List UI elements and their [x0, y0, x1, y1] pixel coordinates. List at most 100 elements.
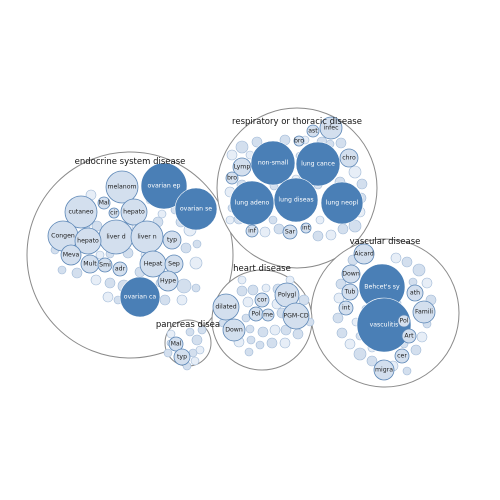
filler-bubble	[176, 294, 188, 306]
bubble-label: Down	[342, 271, 360, 278]
bubble-respiratory[interactable]	[295, 141, 341, 187]
bubble-label: ovarian ca	[124, 294, 157, 301]
bubble-label: cor	[257, 297, 267, 304]
bubble-endocrine[interactable]	[105, 170, 139, 204]
filler-bubble	[242, 296, 254, 308]
bubble-respiratory[interactable]	[273, 177, 319, 223]
bubble-label: Pol	[251, 311, 260, 318]
filler-bubble	[312, 230, 324, 242]
filler-bubble	[251, 136, 263, 148]
bubble-label: Art	[404, 333, 414, 340]
filler-bubble	[157, 209, 167, 219]
filler-bubble	[225, 215, 235, 225]
group-label-heart: heart disease	[233, 264, 291, 274]
bubble-vascular[interactable]	[373, 359, 395, 381]
bubble-respiratory[interactable]	[306, 124, 320, 138]
bubble-heart[interactable]	[212, 293, 240, 321]
bubble-respiratory[interactable]	[300, 222, 312, 234]
bubble-label: chro	[342, 155, 356, 162]
bubble-label: Mal	[99, 200, 110, 207]
bubble-endocrine[interactable]	[157, 270, 179, 292]
bubble-label: int	[302, 225, 311, 232]
bubble-endocrine[interactable]	[162, 230, 182, 250]
bubble-vascular[interactable]	[338, 300, 354, 316]
bubble-label: adr	[115, 266, 126, 273]
filler-bubble	[244, 347, 254, 357]
filler-bubble	[226, 149, 238, 161]
bubble-endocrine[interactable]	[97, 257, 113, 273]
filler-bubble	[333, 292, 345, 304]
group-labels-layer: endocrine system disease respiratory or t…	[75, 117, 421, 330]
bubble-endocrine[interactable]	[108, 207, 120, 219]
bubble-pancreas[interactable]	[173, 348, 191, 366]
bubble-endocrine[interactable]	[74, 227, 102, 255]
filler-bubble	[325, 229, 337, 241]
bubble-respiratory[interactable]	[319, 116, 343, 140]
filler-bubble	[298, 294, 310, 306]
bubble-respiratory[interactable]	[225, 171, 239, 185]
bubble-respiratory[interactable]	[293, 135, 305, 147]
bubble-label: int	[342, 305, 351, 312]
bubble-label: cir	[110, 210, 118, 217]
filler-bubble	[416, 331, 428, 343]
filler-bubble	[104, 277, 116, 289]
filler-bubble	[191, 283, 201, 293]
bubble-endocrine[interactable]	[112, 261, 128, 277]
bubble-label: typ	[177, 354, 187, 361]
filler-bubble	[95, 250, 105, 260]
bubble-heart[interactable]	[254, 292, 270, 308]
bubble-vascular[interactable]	[406, 284, 424, 302]
filler-bubble	[90, 274, 102, 286]
filler-bubble	[163, 348, 173, 358]
bubble-label: Meva	[63, 252, 80, 259]
filler-bubble	[353, 347, 367, 361]
bubble-label: Famili	[415, 309, 433, 316]
bubble-vascular[interactable]	[341, 283, 359, 301]
bubble-label: hepato	[77, 238, 99, 245]
filler-bubble	[237, 275, 247, 285]
bubble-endocrine[interactable]	[119, 276, 161, 318]
bubble-label: Polygl	[278, 292, 297, 299]
bubble-label: Hepat	[144, 261, 163, 268]
bubble-heart[interactable]	[282, 302, 310, 330]
bubble-pancreas[interactable]	[168, 336, 184, 352]
bubble-label: Smi	[99, 262, 111, 269]
filler-bubble	[190, 356, 200, 366]
bubble-endocrine[interactable]	[140, 162, 188, 210]
filler-bubble	[344, 338, 356, 350]
filler-bubble	[91, 220, 103, 232]
bubble-heart[interactable]	[261, 308, 275, 322]
bubble-vascular[interactable]	[394, 348, 410, 364]
filler-bubble	[348, 165, 362, 179]
bubble-endocrine[interactable]	[97, 196, 111, 210]
bubble-respiratory[interactable]	[282, 224, 298, 240]
bubble-label: Behcet's sy	[364, 284, 400, 291]
bubble-label: me	[263, 312, 273, 319]
filler-bubble	[185, 327, 195, 337]
bubble-label: inf	[248, 228, 257, 235]
bubble-endocrine[interactable]	[120, 198, 148, 226]
bubble-label: Congen	[51, 233, 75, 240]
bubble-heart[interactable]	[222, 318, 246, 342]
bubble-endocrine[interactable]	[64, 195, 98, 229]
filler-bubble	[247, 284, 259, 296]
bubble-label: infec	[323, 125, 339, 132]
bubble-respiratory[interactable]	[250, 140, 296, 186]
bubble-respiratory[interactable]	[245, 224, 259, 238]
labeled-bubbles-layer: ovarian ep ovarian se melanom cutaneo hepato…	[47, 116, 436, 381]
bubble-label: bro	[294, 138, 304, 145]
filler-bubble	[192, 239, 202, 249]
bubble-label: Tub	[344, 289, 356, 296]
bubble-respiratory[interactable]	[320, 181, 364, 225]
bubble-label: ovarian se	[180, 206, 212, 213]
bubble-vascular[interactable]	[412, 300, 436, 324]
bubble-vascular[interactable]	[397, 314, 411, 328]
bubble-endocrine[interactable]	[174, 187, 218, 231]
bubble-respiratory[interactable]	[339, 148, 359, 168]
bubble-endocrine[interactable]	[60, 244, 82, 266]
bubble-vascular[interactable]	[356, 297, 412, 353]
bubble-vascular[interactable]	[401, 328, 417, 344]
bubble-vascular[interactable]	[353, 243, 375, 265]
bubble-vascular[interactable]	[341, 264, 361, 284]
bubble-respiratory[interactable]	[232, 157, 252, 177]
